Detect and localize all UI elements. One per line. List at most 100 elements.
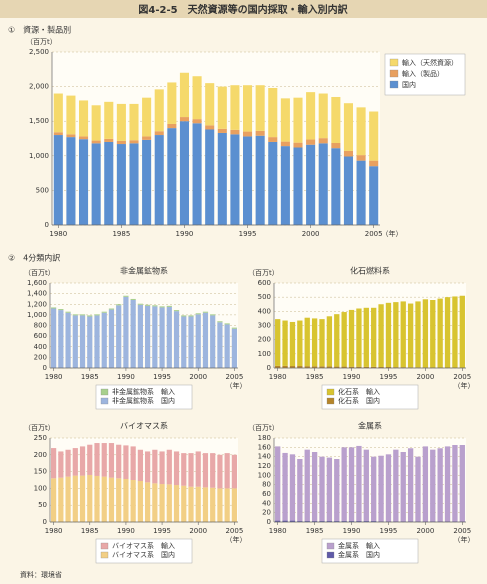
chart-title: 化石燃料系 xyxy=(350,266,390,276)
bar-segment xyxy=(137,481,143,522)
bar-segment xyxy=(65,449,71,477)
bar-segment xyxy=(173,485,180,522)
bar-segment xyxy=(224,324,230,368)
bar-segment xyxy=(289,520,296,522)
x-unit: （年） xyxy=(226,535,247,544)
bar-segment xyxy=(385,302,392,368)
y-tick-label: 0 xyxy=(43,518,47,526)
bar-segment xyxy=(173,310,180,312)
bar-segment xyxy=(166,305,172,307)
bar-segment xyxy=(181,316,187,368)
bar-segment xyxy=(129,140,139,144)
chart-title: バイオマス系 xyxy=(120,421,168,431)
bar-segment xyxy=(385,367,392,368)
bar-segment xyxy=(319,521,325,522)
bar-segment xyxy=(306,92,316,140)
y-unit: （百万t） xyxy=(26,38,57,46)
bar-segment xyxy=(393,367,399,368)
x-tick-label: 2005 xyxy=(225,527,243,535)
bar-segment xyxy=(116,140,126,145)
bar-segment xyxy=(280,98,290,142)
bar-segment xyxy=(205,129,215,225)
bar-segment xyxy=(348,447,355,522)
bar-segment xyxy=(378,455,384,522)
bar-segment xyxy=(66,134,76,138)
bar-segment xyxy=(116,305,122,368)
bar-segment xyxy=(242,131,253,137)
bar-segment xyxy=(304,449,310,522)
legend-label: 輸入（天然資源） xyxy=(402,58,458,67)
bar-segment xyxy=(217,128,227,133)
x-tick-label: 2005 xyxy=(453,527,471,535)
bar-segment xyxy=(205,83,215,126)
bar-segment xyxy=(334,521,340,522)
bar-segment xyxy=(311,318,318,367)
figure-title: 図4-2-5 天然資源等の国内採取・輸入別内訳 xyxy=(138,3,348,16)
bar-segment xyxy=(159,306,165,308)
legend-label: 輸入（製品） xyxy=(402,69,444,78)
bar-segment xyxy=(53,135,63,225)
bar-segment xyxy=(78,136,89,140)
bar-segment xyxy=(334,314,340,367)
bar-segment xyxy=(331,142,341,149)
y-tick-label: 0 xyxy=(45,221,49,229)
bar-segment xyxy=(217,322,223,368)
bar-segment xyxy=(79,314,86,316)
x-tick-label: 1980 xyxy=(45,527,63,535)
y-tick-label: 1,200 xyxy=(27,300,47,308)
bar-segment xyxy=(343,156,354,225)
x-tick-label: 1980 xyxy=(269,527,287,535)
bar-segment xyxy=(275,319,281,366)
bar-segment xyxy=(297,366,303,368)
bar-segment xyxy=(188,486,194,522)
legend-swatch xyxy=(100,542,109,550)
bar-segment xyxy=(145,304,151,306)
bar-segment xyxy=(297,521,303,522)
bar-segment xyxy=(224,323,230,325)
legend-label: 化石系 輸入 xyxy=(338,387,380,396)
bar-segment xyxy=(79,315,86,368)
bar-segment xyxy=(195,451,201,487)
bar-segment xyxy=(371,456,377,522)
legend-box xyxy=(384,53,466,96)
bar-segment xyxy=(154,135,164,225)
y-tick-label: 1,600 xyxy=(27,279,47,287)
bar-segment xyxy=(282,520,288,522)
y-tick-label: 2,000 xyxy=(29,83,49,91)
bar-segment xyxy=(123,445,129,479)
section-label: ① 資源・製品別 xyxy=(8,25,71,35)
bar-segment xyxy=(87,474,93,522)
bar-segment xyxy=(159,451,165,485)
bar-segment xyxy=(152,483,158,522)
bar-segment xyxy=(230,85,240,130)
legend-box xyxy=(95,384,193,410)
y-tick-label: 1,400 xyxy=(27,290,47,298)
bar-segment xyxy=(104,138,114,142)
bar-segment xyxy=(363,366,369,368)
bar-segment xyxy=(152,449,158,484)
bar-segment xyxy=(268,87,278,138)
bar-segment xyxy=(459,295,465,368)
legend-label: バイオマス系 国内 xyxy=(112,550,175,559)
bar-segment xyxy=(275,446,281,521)
bar-segment xyxy=(137,303,143,305)
bar-segment xyxy=(334,459,340,522)
bar-segment xyxy=(371,307,377,367)
y-tick-label: 40 xyxy=(262,499,271,507)
bar-segment xyxy=(129,143,139,225)
bar-segment xyxy=(231,488,237,522)
x-unit: （年） xyxy=(382,229,403,238)
bar-segment xyxy=(341,447,347,522)
bar-segment xyxy=(356,445,362,522)
y-tick-label: 200 xyxy=(258,336,271,344)
y-tick-label: 0 xyxy=(43,364,47,372)
bar-segment xyxy=(173,451,180,486)
bar-segment xyxy=(280,146,290,225)
x-tick-label: 1995 xyxy=(380,373,398,381)
plot-area xyxy=(50,438,238,522)
legend-swatch xyxy=(389,69,399,78)
bar-segment xyxy=(319,319,325,367)
bar-segment xyxy=(289,366,296,368)
bar-segment xyxy=(91,105,101,141)
